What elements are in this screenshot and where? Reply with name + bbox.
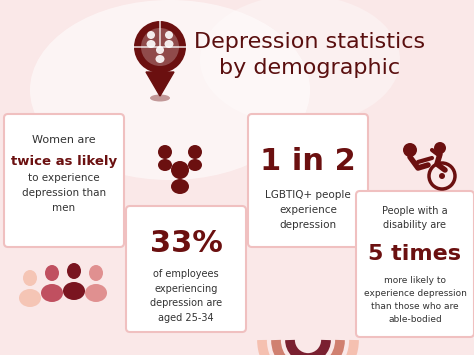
Ellipse shape — [30, 0, 310, 180]
Text: People with a
disability are: People with a disability are — [382, 206, 448, 230]
Ellipse shape — [155, 55, 164, 63]
Ellipse shape — [23, 270, 37, 286]
Text: 33%: 33% — [150, 229, 222, 258]
FancyBboxPatch shape — [356, 191, 474, 337]
Ellipse shape — [63, 282, 85, 300]
Circle shape — [439, 173, 445, 179]
Ellipse shape — [158, 159, 172, 171]
Text: to experience
depression than
men: to experience depression than men — [22, 173, 106, 213]
Circle shape — [165, 31, 173, 39]
Ellipse shape — [164, 40, 173, 48]
Text: by demographic: by demographic — [219, 58, 401, 78]
Text: 1 in 2: 1 in 2 — [260, 147, 356, 176]
Text: twice as likely: twice as likely — [11, 155, 117, 169]
Ellipse shape — [200, 0, 400, 125]
Text: 5 times: 5 times — [368, 244, 462, 264]
Ellipse shape — [67, 263, 81, 279]
Circle shape — [171, 161, 189, 179]
FancyBboxPatch shape — [4, 114, 124, 247]
Ellipse shape — [188, 159, 202, 171]
Circle shape — [147, 31, 155, 39]
Circle shape — [434, 142, 446, 154]
Ellipse shape — [85, 284, 107, 302]
Circle shape — [156, 46, 164, 54]
Text: Women are: Women are — [32, 135, 96, 145]
Text: of employees
experiencing
depression are
aged 25-34: of employees experiencing depression are… — [150, 269, 222, 323]
Ellipse shape — [45, 265, 59, 281]
Circle shape — [158, 145, 172, 159]
Polygon shape — [146, 72, 174, 96]
Ellipse shape — [89, 265, 103, 281]
FancyBboxPatch shape — [126, 206, 246, 332]
Circle shape — [403, 143, 417, 157]
Text: Depression statistics: Depression statistics — [194, 32, 426, 52]
Ellipse shape — [41, 284, 63, 302]
Ellipse shape — [19, 289, 41, 307]
Ellipse shape — [150, 94, 170, 102]
FancyBboxPatch shape — [248, 114, 368, 247]
Text: LGBTIQ+ people
experience
depression: LGBTIQ+ people experience depression — [265, 190, 351, 230]
Circle shape — [134, 21, 186, 73]
Text: more likely to
experience depression
than those who are
able-bodied: more likely to experience depression tha… — [364, 276, 466, 324]
Circle shape — [188, 145, 202, 159]
Ellipse shape — [171, 179, 189, 194]
Circle shape — [141, 28, 179, 66]
Ellipse shape — [146, 40, 155, 48]
